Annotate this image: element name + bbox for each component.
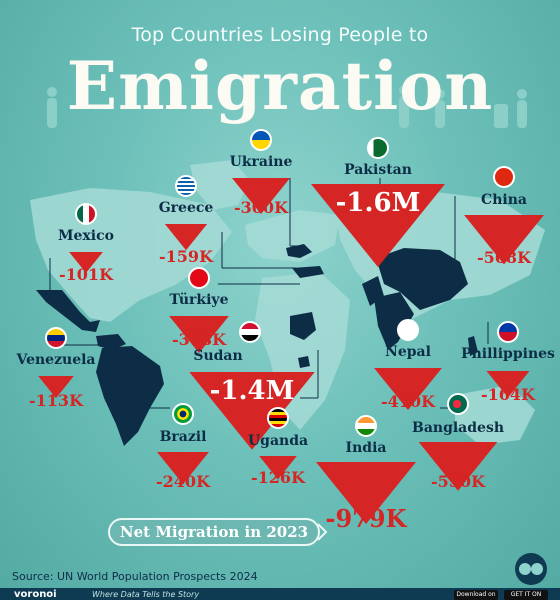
walker-head-1 — [47, 87, 57, 97]
walker-head-4 — [517, 89, 527, 99]
country-label: China — [481, 192, 527, 208]
country-label: Sudan — [193, 348, 243, 364]
subtitle: Top Countries Losing People to — [131, 24, 429, 46]
highlighted-countries — [36, 244, 478, 446]
philippines-flag-icon — [497, 321, 519, 343]
philippines-shape — [468, 336, 478, 356]
china-flag-icon — [493, 166, 515, 188]
sudan-shape — [290, 312, 316, 340]
ukraine-shape — [286, 244, 312, 258]
value-label: -410K — [381, 392, 435, 411]
value-label: -159K — [159, 247, 213, 266]
sudan-flag-icon — [239, 321, 261, 343]
country-label: Uganda — [247, 433, 309, 449]
triangle-phillippines — [486, 371, 530, 398]
triangle-nepal — [374, 368, 442, 411]
triangle-sudan — [189, 372, 315, 450]
country-label: Ukraine — [229, 154, 293, 170]
value-label: -300K — [234, 198, 288, 217]
google-play-badge[interactable]: GET IT ON Google Play — [504, 590, 548, 600]
pakistan-flag-icon — [367, 137, 389, 159]
value-label: -550K — [431, 472, 485, 491]
nepal-flag-icon — [397, 319, 419, 341]
triangle-india — [316, 462, 416, 524]
turkiye-shape — [292, 266, 324, 278]
country-label: Nepal — [385, 344, 431, 360]
uganda-shape — [298, 356, 310, 368]
europe-land — [245, 210, 340, 262]
turkiye-flag-icon — [188, 267, 210, 289]
country-label: Bangladesh — [411, 420, 505, 436]
ukraine-flag-icon — [250, 129, 272, 151]
value-label: -240K — [156, 472, 210, 491]
india-shape — [374, 292, 414, 350]
walker-body-4 — [517, 100, 527, 128]
value-label: -318K — [172, 330, 226, 349]
value-label: -568K — [477, 248, 531, 267]
source-note: Source: UN World Population Prospects 20… — [12, 570, 258, 583]
suitcase — [494, 104, 508, 128]
value-label: -101K — [59, 265, 113, 284]
walker-head-2 — [399, 85, 409, 95]
walker-head-3 — [435, 89, 445, 99]
china-shape — [376, 248, 468, 310]
triangle-uganda — [259, 456, 297, 480]
country-label: Mexico — [58, 228, 114, 244]
walker-body-3 — [435, 100, 445, 128]
country-label: India — [345, 440, 387, 456]
triangle-trkiye — [169, 316, 229, 354]
venezuela-flag-icon — [45, 327, 67, 349]
value-label: -979K — [325, 504, 407, 533]
walker-body-1 — [47, 98, 57, 128]
triangle-mexico — [69, 252, 103, 273]
brazil-shape — [96, 346, 164, 446]
country-label: Greece — [158, 200, 214, 216]
brazil-flag-icon — [172, 403, 194, 425]
country-label: Phillippines — [461, 346, 555, 362]
triangle-venezuela — [38, 376, 74, 399]
country-label: Pakistan — [344, 162, 412, 178]
footer-bar — [0, 588, 560, 600]
country-label: Türkiye — [169, 292, 229, 308]
net-migration-legend: Net Migration in 2023 — [108, 518, 320, 546]
country-label: Venezuela — [16, 352, 96, 368]
walker-body-2 — [399, 96, 409, 128]
brand-name: voronoi — [14, 589, 57, 600]
value-label: -164K — [481, 385, 535, 404]
mexico-flag-icon — [75, 203, 97, 225]
brand-tagline: Where Data Tells the Story — [92, 590, 200, 599]
page-title: Emigration — [66, 47, 494, 125]
triangle-bangladesh — [418, 442, 498, 491]
emigration-triangles — [38, 178, 544, 524]
triangle-pakistan — [311, 184, 445, 268]
mexico-shape — [36, 290, 100, 332]
triangle-ukraine — [231, 178, 291, 214]
voronoi-logo-icon — [515, 553, 547, 585]
greenland-land — [190, 160, 250, 210]
value-label: -126K — [251, 468, 305, 487]
bangladesh-flag-icon — [447, 393, 469, 415]
greece-flag-icon — [175, 175, 197, 197]
triangle-china — [464, 215, 544, 265]
net-migration-arrow — [317, 523, 328, 541]
uganda-flag-icon — [267, 407, 289, 429]
value-label: -1.6M — [335, 188, 421, 218]
app-store-badge[interactable]: Download on the App Store — [454, 590, 498, 600]
value-label: -113K — [29, 391, 83, 410]
india-flag-icon — [355, 415, 377, 437]
triangle-brazil — [157, 452, 209, 485]
australia-land — [455, 385, 535, 445]
country-label: Brazil — [159, 429, 207, 445]
triangle-greece — [164, 224, 208, 251]
value-label: -1.4M — [209, 376, 295, 406]
venezuela-shape — [96, 334, 126, 350]
people-silhouettes — [47, 85, 527, 128]
